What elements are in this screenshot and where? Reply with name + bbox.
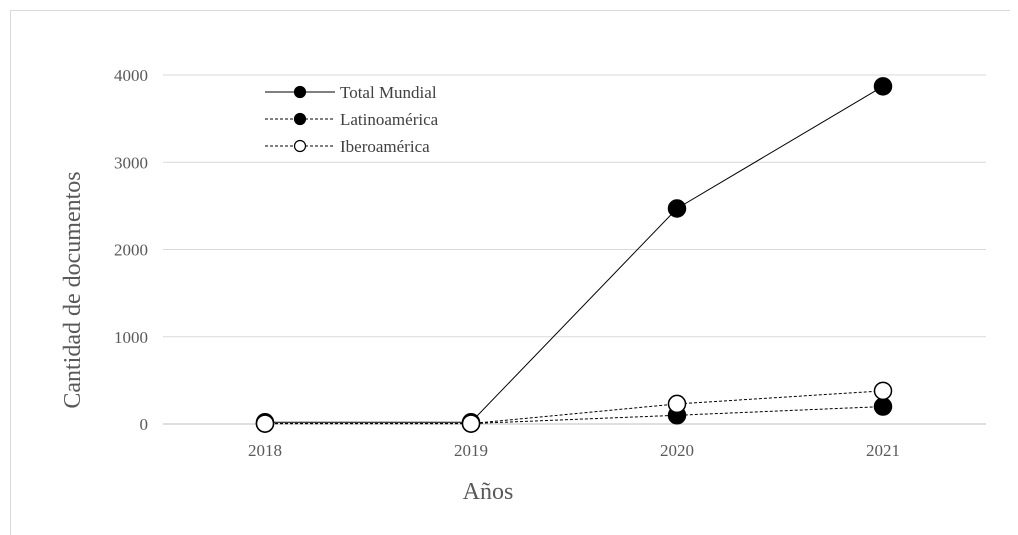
data-point-total-mundial	[667, 199, 687, 218]
legend-label-latinoamerica: Latinoamérica	[340, 110, 439, 129]
legend-marker-latinoamerica	[293, 112, 307, 126]
x-tick-label: 2019	[454, 441, 488, 460]
legend: Total Mundial Latinoamérica Iberoamérica	[265, 83, 439, 156]
y-tick-label: 4000	[114, 66, 148, 85]
data-point-iberoamerica	[873, 381, 893, 401]
data-point-iberoamerica	[667, 394, 687, 414]
series-line-iberoamerica	[265, 390, 884, 425]
x-tick-label: 2020	[660, 441, 694, 460]
grid-layer	[163, 74, 986, 425]
legend-label-iberoamerica: Iberoamérica	[340, 137, 430, 156]
series-line-total-mundial	[265, 85, 884, 423]
chart-frame	[10, 10, 1010, 535]
series-line-latinoamerica	[265, 406, 884, 425]
x-tick-label: 2021	[866, 441, 900, 460]
data-point-iberoamerica	[255, 414, 275, 433]
legend-label-total-mundial: Total Mundial	[340, 83, 437, 102]
x-tick-label: 2018	[248, 441, 282, 460]
data-point-total-mundial	[873, 77, 893, 96]
y-tick-label: 2000	[114, 241, 148, 260]
y-tick-label: 1000	[114, 328, 148, 347]
y-tick-label: 0	[140, 415, 149, 434]
tick-layer: 0 1000 2000 3000 4000 2018 2019 2020 2021	[114, 66, 900, 460]
x-axis-title: Años	[463, 479, 514, 505]
series-layer	[255, 77, 893, 433]
legend-marker-total-mundial	[293, 85, 307, 99]
data-point-iberoamerica	[461, 414, 481, 433]
y-tick-label: 3000	[114, 153, 148, 172]
y-axis-title: Cantidad de documentos	[60, 171, 86, 408]
legend-marker-iberoamerica	[293, 139, 307, 153]
data-point-latinoamerica	[873, 397, 893, 416]
